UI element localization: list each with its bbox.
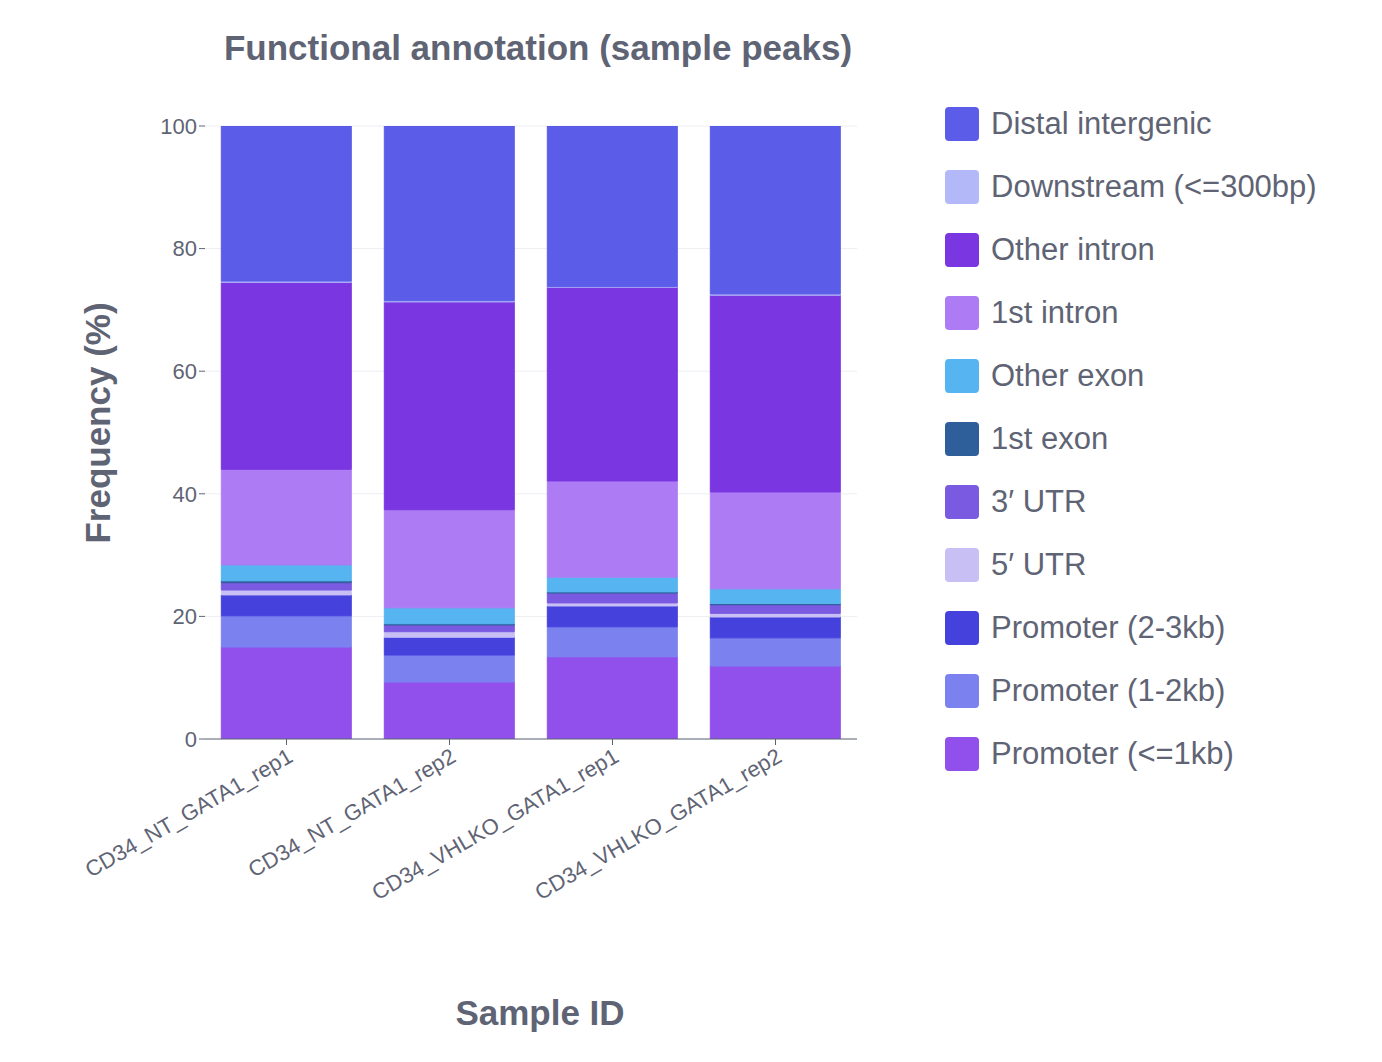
svg-text:80: 80 <box>173 236 197 261</box>
svg-text:CD34_NT_GATA1_rep2: CD34_NT_GATA1_rep2 <box>243 743 460 883</box>
html-text:5′ UTR: 5′ UTR <box>991 546 1087 582</box>
html-text:Other exon: Other exon <box>991 357 1145 393</box>
html-text:Promoter (2-3kb): Promoter (2-3kb) <box>991 609 1226 645</box>
html-text:Frequency (%): Frequency (%) <box>78 302 117 544</box>
svg-text:CD34_NT_GATA1_rep1: CD34_NT_GATA1_rep1 <box>80 743 297 883</box>
svg-text:CD34_VHLKO_GATA1_rep2: CD34_VHLKO_GATA1_rep2 <box>530 743 785 905</box>
svg-text:100: 100 <box>160 114 197 139</box>
svg-text:0: 0 <box>185 727 197 752</box>
svg-text:CD34_VHLKO_GATA1_rep1: CD34_VHLKO_GATA1_rep1 <box>367 743 623 906</box>
html-text:Functional annotation (sample: Functional annotation (sample peaks) <box>223 28 853 67</box>
html-text:Distal intergenic: Distal intergenic <box>991 105 1212 141</box>
svg-text:60: 60 <box>173 359 197 384</box>
html-text:Other intron: Other intron <box>991 231 1155 267</box>
html-text:Sample ID: Sample ID <box>455 993 625 1032</box>
html-text:Promoter (1-2kb): Promoter (1-2kb) <box>991 672 1226 708</box>
html-text:Promoter (<=1kb): Promoter (<=1kb) <box>991 735 1234 771</box>
html-text:3′ UTR: 3′ UTR <box>991 483 1087 519</box>
html-text:1st exon: 1st exon <box>991 420 1109 456</box>
svg-text:40: 40 <box>173 482 197 507</box>
html-text:1st intron: 1st intron <box>991 294 1119 330</box>
html-text:Downstream (<=300bp): Downstream (<=300bp) <box>991 168 1317 204</box>
svg-text:20: 20 <box>173 604 197 629</box>
